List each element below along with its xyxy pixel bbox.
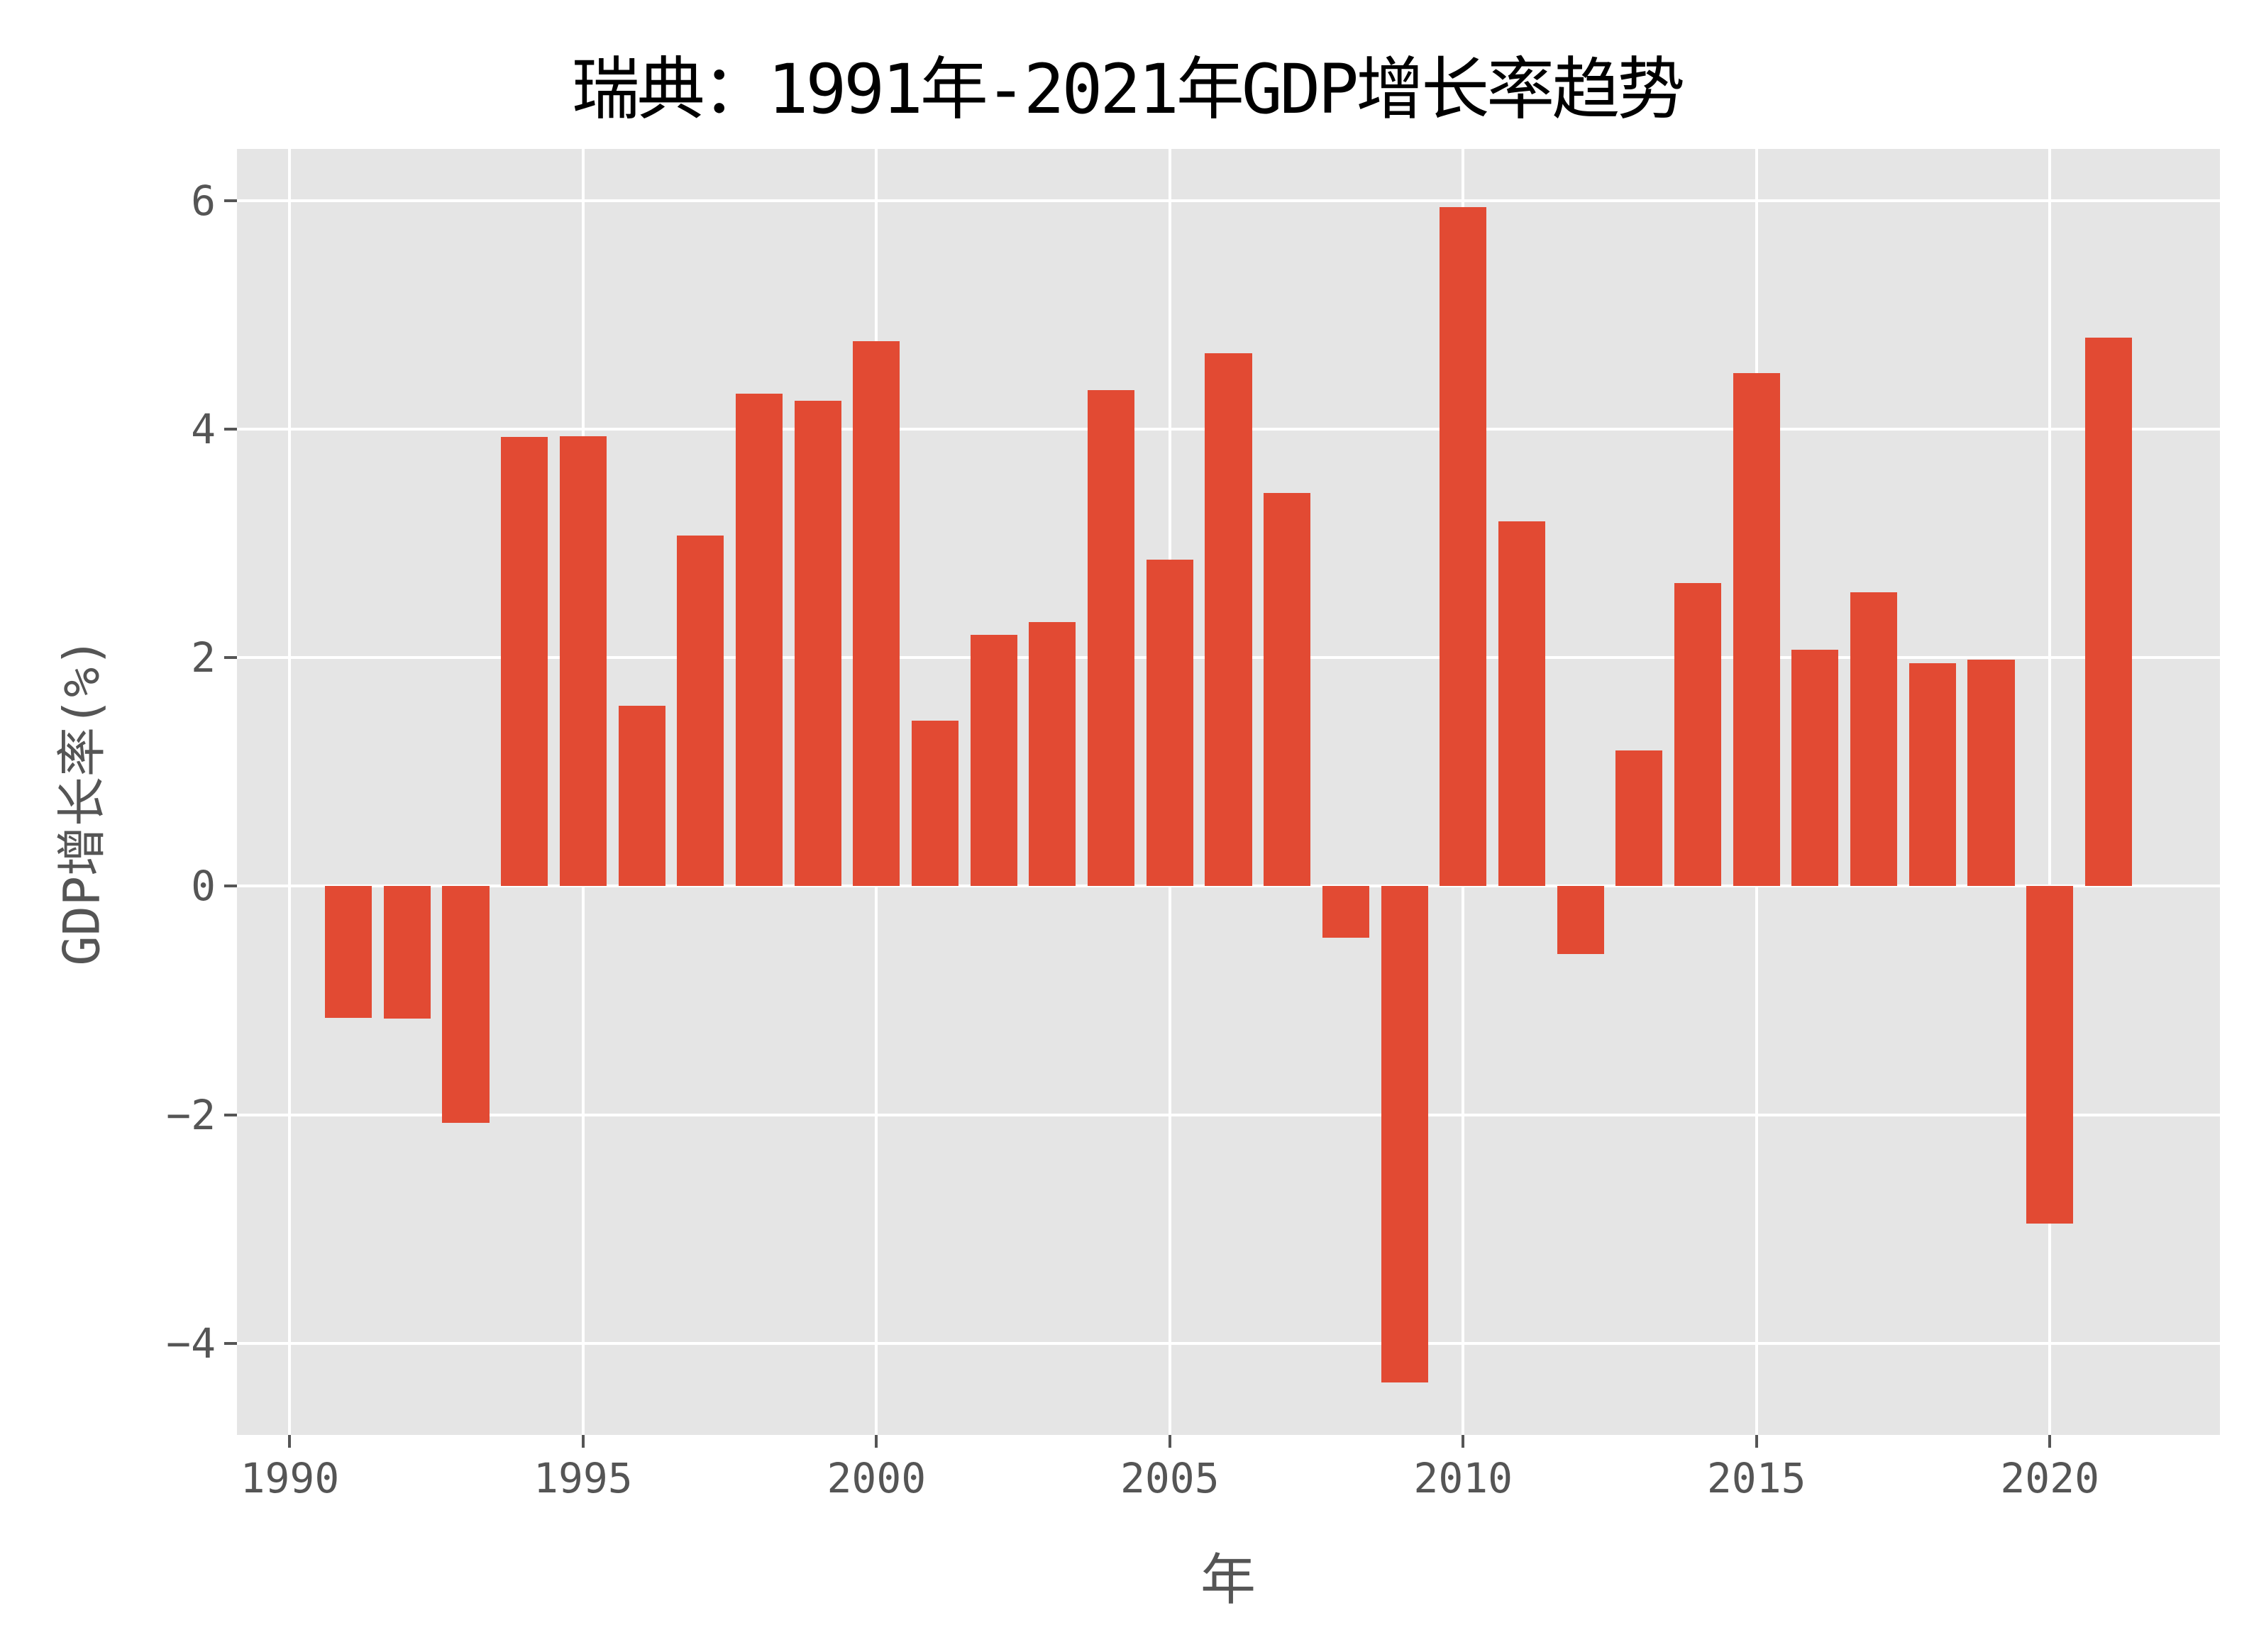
- bar-2017: [1850, 592, 1898, 887]
- bar-2008: [1322, 886, 1369, 938]
- bar-2021: [2084, 337, 2132, 887]
- y-tick-label: 6: [191, 176, 216, 225]
- bar-1999: [794, 400, 841, 887]
- bar-1998: [735, 393, 783, 887]
- x-tick: [875, 1435, 878, 1448]
- gridline-x: [2048, 149, 2052, 1435]
- y-tick: [224, 199, 237, 202]
- x-tick: [1462, 1435, 1465, 1448]
- x-axis-title: 年: [1200, 1548, 1256, 1612]
- bar-2003: [1029, 622, 1076, 887]
- x-tick-label: 2020: [2000, 1454, 2100, 1502]
- y-tick: [224, 1113, 237, 1116]
- y-tick: [224, 1342, 237, 1346]
- bar-2015: [1733, 372, 1780, 887]
- bar-1991: [325, 886, 372, 1018]
- bar-2004: [1088, 390, 1135, 887]
- gridline-y: [237, 1113, 2220, 1116]
- x-tick-label: 2015: [1706, 1454, 1806, 1502]
- bar-1993: [442, 886, 490, 1124]
- plot-area: [237, 149, 2220, 1435]
- bar-2006: [1205, 353, 1252, 887]
- x-tick-label: 2010: [1413, 1454, 1513, 1502]
- x-tick: [288, 1435, 292, 1448]
- x-tick: [2048, 1435, 2052, 1448]
- bar-2016: [1791, 649, 1839, 887]
- bar-2000: [853, 340, 900, 887]
- bar-1994: [501, 437, 548, 887]
- y-tick-label: −2: [166, 1090, 216, 1139]
- x-tick: [1755, 1435, 1758, 1448]
- bar-1995: [559, 436, 607, 887]
- bar-2019: [1967, 660, 2015, 887]
- x-tick-label: 2005: [1120, 1454, 1220, 1502]
- bar-2005: [1146, 559, 1193, 887]
- x-tick-label: 2000: [827, 1454, 927, 1502]
- gridline-y: [237, 199, 2220, 202]
- bar-2013: [1615, 750, 1663, 887]
- chart-title: 瑞典：1991年-2021年GDP增长率趋势: [571, 50, 1686, 129]
- bar-1996: [618, 705, 665, 887]
- gridline-y: [237, 1342, 2220, 1346]
- y-tick-label: −4: [166, 1319, 216, 1368]
- y-tick-label: 0: [191, 862, 216, 911]
- y-tick: [224, 885, 237, 888]
- y-axis-title: GDP增长率(%): [53, 637, 111, 966]
- x-tick: [1168, 1435, 1171, 1448]
- bar-2010: [1440, 207, 1487, 887]
- bar-2009: [1381, 886, 1428, 1382]
- gridline-x: [288, 149, 292, 1435]
- bar-2020: [2026, 886, 2074, 1224]
- bar-2001: [911, 720, 959, 887]
- y-tick-label: 4: [191, 404, 216, 453]
- bar-2002: [970, 634, 1017, 887]
- y-tick: [224, 656, 237, 660]
- gridline-y: [237, 885, 2220, 888]
- x-tick: [581, 1435, 585, 1448]
- bar-2007: [1264, 493, 1311, 887]
- y-tick: [224, 427, 237, 431]
- bar-2014: [1674, 583, 1722, 887]
- bar-2018: [1908, 663, 1956, 887]
- bar-2011: [1498, 521, 1546, 887]
- bar-1992: [383, 886, 431, 1019]
- x-tick-label: 1995: [534, 1454, 633, 1502]
- bar-1997: [677, 535, 724, 887]
- bar-2012: [1557, 886, 1604, 954]
- x-tick-label: 1990: [240, 1454, 340, 1502]
- y-tick-label: 2: [191, 633, 216, 682]
